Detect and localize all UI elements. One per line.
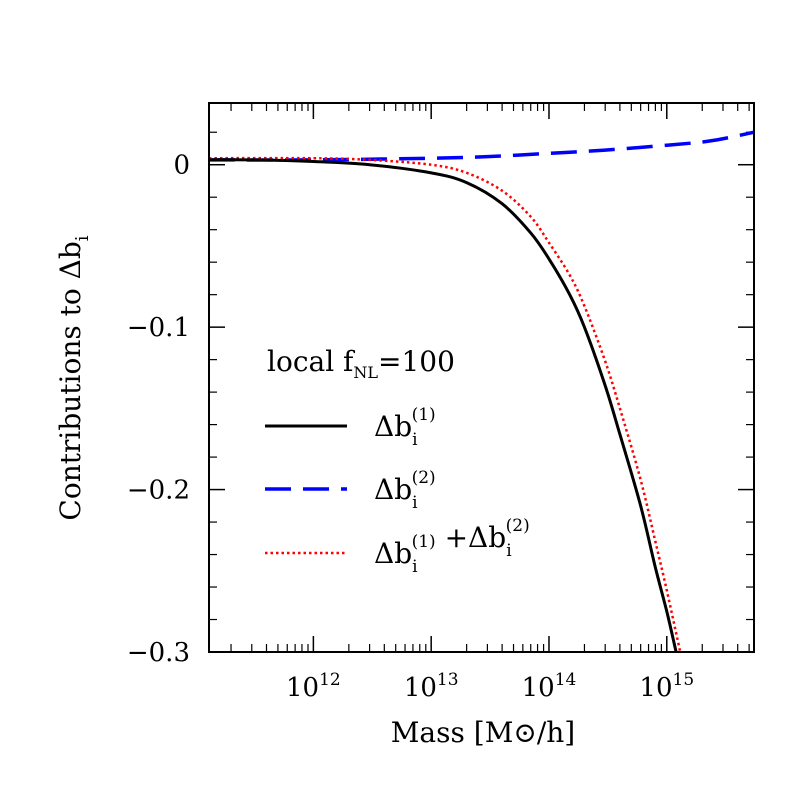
y-axis-title: Contributions to Δbi: [54, 235, 93, 520]
legend: local fNL=100 Δbi(1) Δbi(2)Δbi(1) +Δbi(2): [265, 345, 530, 577]
y-tick-label: −0.3: [127, 638, 190, 668]
series-line-db1: [209, 158, 678, 652]
legend-label-db12: Δbi(1) +Δbi(2): [374, 516, 530, 577]
legend-label-db1: Δbi(1): [374, 405, 436, 450]
y-tick-label: 0: [173, 151, 190, 181]
y-tick-label: −0.1: [127, 313, 190, 343]
x-tick-label: 1013: [404, 670, 459, 703]
tick-labels: 1012 1013 1014 1015 0 −0.1 −0.2 −0.3: [127, 151, 694, 703]
legend-label-db2: Δbi(2): [374, 468, 436, 513]
y-tick-label: −0.2: [127, 476, 190, 506]
x-tick-label: 1014: [522, 670, 577, 703]
x-tick-label: 1012: [286, 670, 341, 703]
x-tick-label: 1015: [639, 670, 694, 703]
x-axis-title: Mass [M⊙/h]: [391, 716, 575, 749]
tick-marks: [209, 103, 754, 653]
series-line-db2: [209, 130, 754, 162]
series-layer: [209, 130, 754, 652]
plot-frame: [208, 102, 755, 653]
legend-header: local fNL=100: [267, 345, 455, 382]
series-line-db12: [209, 156, 682, 652]
